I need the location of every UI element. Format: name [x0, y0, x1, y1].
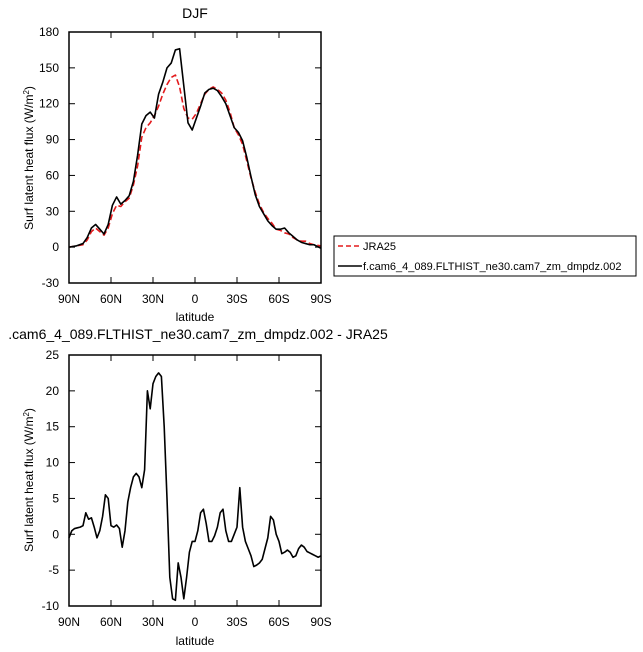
top-y-tick-label: 60	[46, 168, 60, 182]
bottom-y-axis-label: Surf latent heat flux (W/m2)	[22, 408, 36, 552]
bottom-y-tick-label: 10	[46, 456, 60, 470]
top-x-tick-label: 90S	[310, 292, 331, 306]
top-series-line-jra25	[68, 74, 322, 248]
top-y-tick-label: 0	[52, 240, 59, 254]
bottom-x-tick-label: 90N	[58, 615, 80, 629]
bottom-x-tick-label: 60N	[100, 615, 122, 629]
top-y-tick-label: 90	[46, 133, 60, 147]
top-x-tick-label: 60N	[100, 292, 122, 306]
bottom-x-tick-label: 60S	[268, 615, 289, 629]
top-x-tick-label: 60S	[268, 292, 289, 306]
top-x-axis-label: latitude	[176, 310, 215, 324]
bottom-x-tick-label: 30N	[142, 615, 164, 629]
top-x-tick-label: 90N	[58, 292, 80, 306]
bottom-y-tick-label: -10	[42, 599, 60, 613]
bottom-y-tick-label: 5	[52, 491, 59, 505]
bottom-y-tick-label: 15	[46, 420, 60, 434]
top-y-tick-label: 30	[46, 204, 60, 218]
bottom-y-tick-label: -5	[48, 563, 59, 577]
top-plot-frame	[68, 31, 322, 284]
bottom-panel: .cam6_4_089.FLTHIST_ne30.cam7_zm_dmpdz.0…	[8, 326, 388, 648]
bottom-y-tick-label: 0	[52, 527, 59, 541]
legend-box	[333, 235, 637, 277]
top-y-tick-label: 150	[39, 61, 59, 75]
bottom-y-tick-label: 25	[46, 348, 60, 362]
top-x-tick-label: 0	[192, 292, 199, 306]
bottom-y-tick-label: 20	[46, 384, 60, 398]
top-x-tick-label: 30S	[226, 292, 247, 306]
top-x-tick-label: 30N	[142, 292, 164, 306]
legend: JRA25 f.cam6_4_089.FLTHIST_ne30.cam7_zm_…	[333, 235, 637, 277]
bottom-x-axis-label: latitude	[176, 634, 215, 648]
top-y-axis-label: Surf latent heat flux (W/m2)	[22, 86, 36, 230]
bottom-x-tick-label: 30S	[226, 615, 247, 629]
top-panel: DJF 90N 60N 30N 0 30S 60S 90S -30 0 30 60 90 120 150 1…	[22, 5, 637, 324]
legend-label-jra25: JRA25	[363, 241, 396, 253]
bottom-plot-frame	[68, 354, 322, 607]
top-y-tick-label: 180	[39, 25, 59, 39]
bottom-series-line-difference	[68, 372, 322, 602]
bottom-x-tick-label: 90S	[310, 615, 331, 629]
legend-label-model: f.cam6_4_089.FLTHIST_ne30.cam7_zm_dmpdz.…	[363, 261, 621, 273]
bottom-x-tick-label: 0	[192, 615, 199, 629]
bottom-chart-title: .cam6_4_089.FLTHIST_ne30.cam7_zm_dmpdz.0…	[8, 326, 388, 342]
top-chart-title: DJF	[182, 5, 208, 21]
top-series-line-f-cam6-4-089-flthist-ne30-cam7-zm-dmpdz-002	[68, 47, 322, 250]
top-y-tick-label: -30	[42, 276, 60, 290]
top-y-tick-label: 120	[39, 97, 59, 111]
